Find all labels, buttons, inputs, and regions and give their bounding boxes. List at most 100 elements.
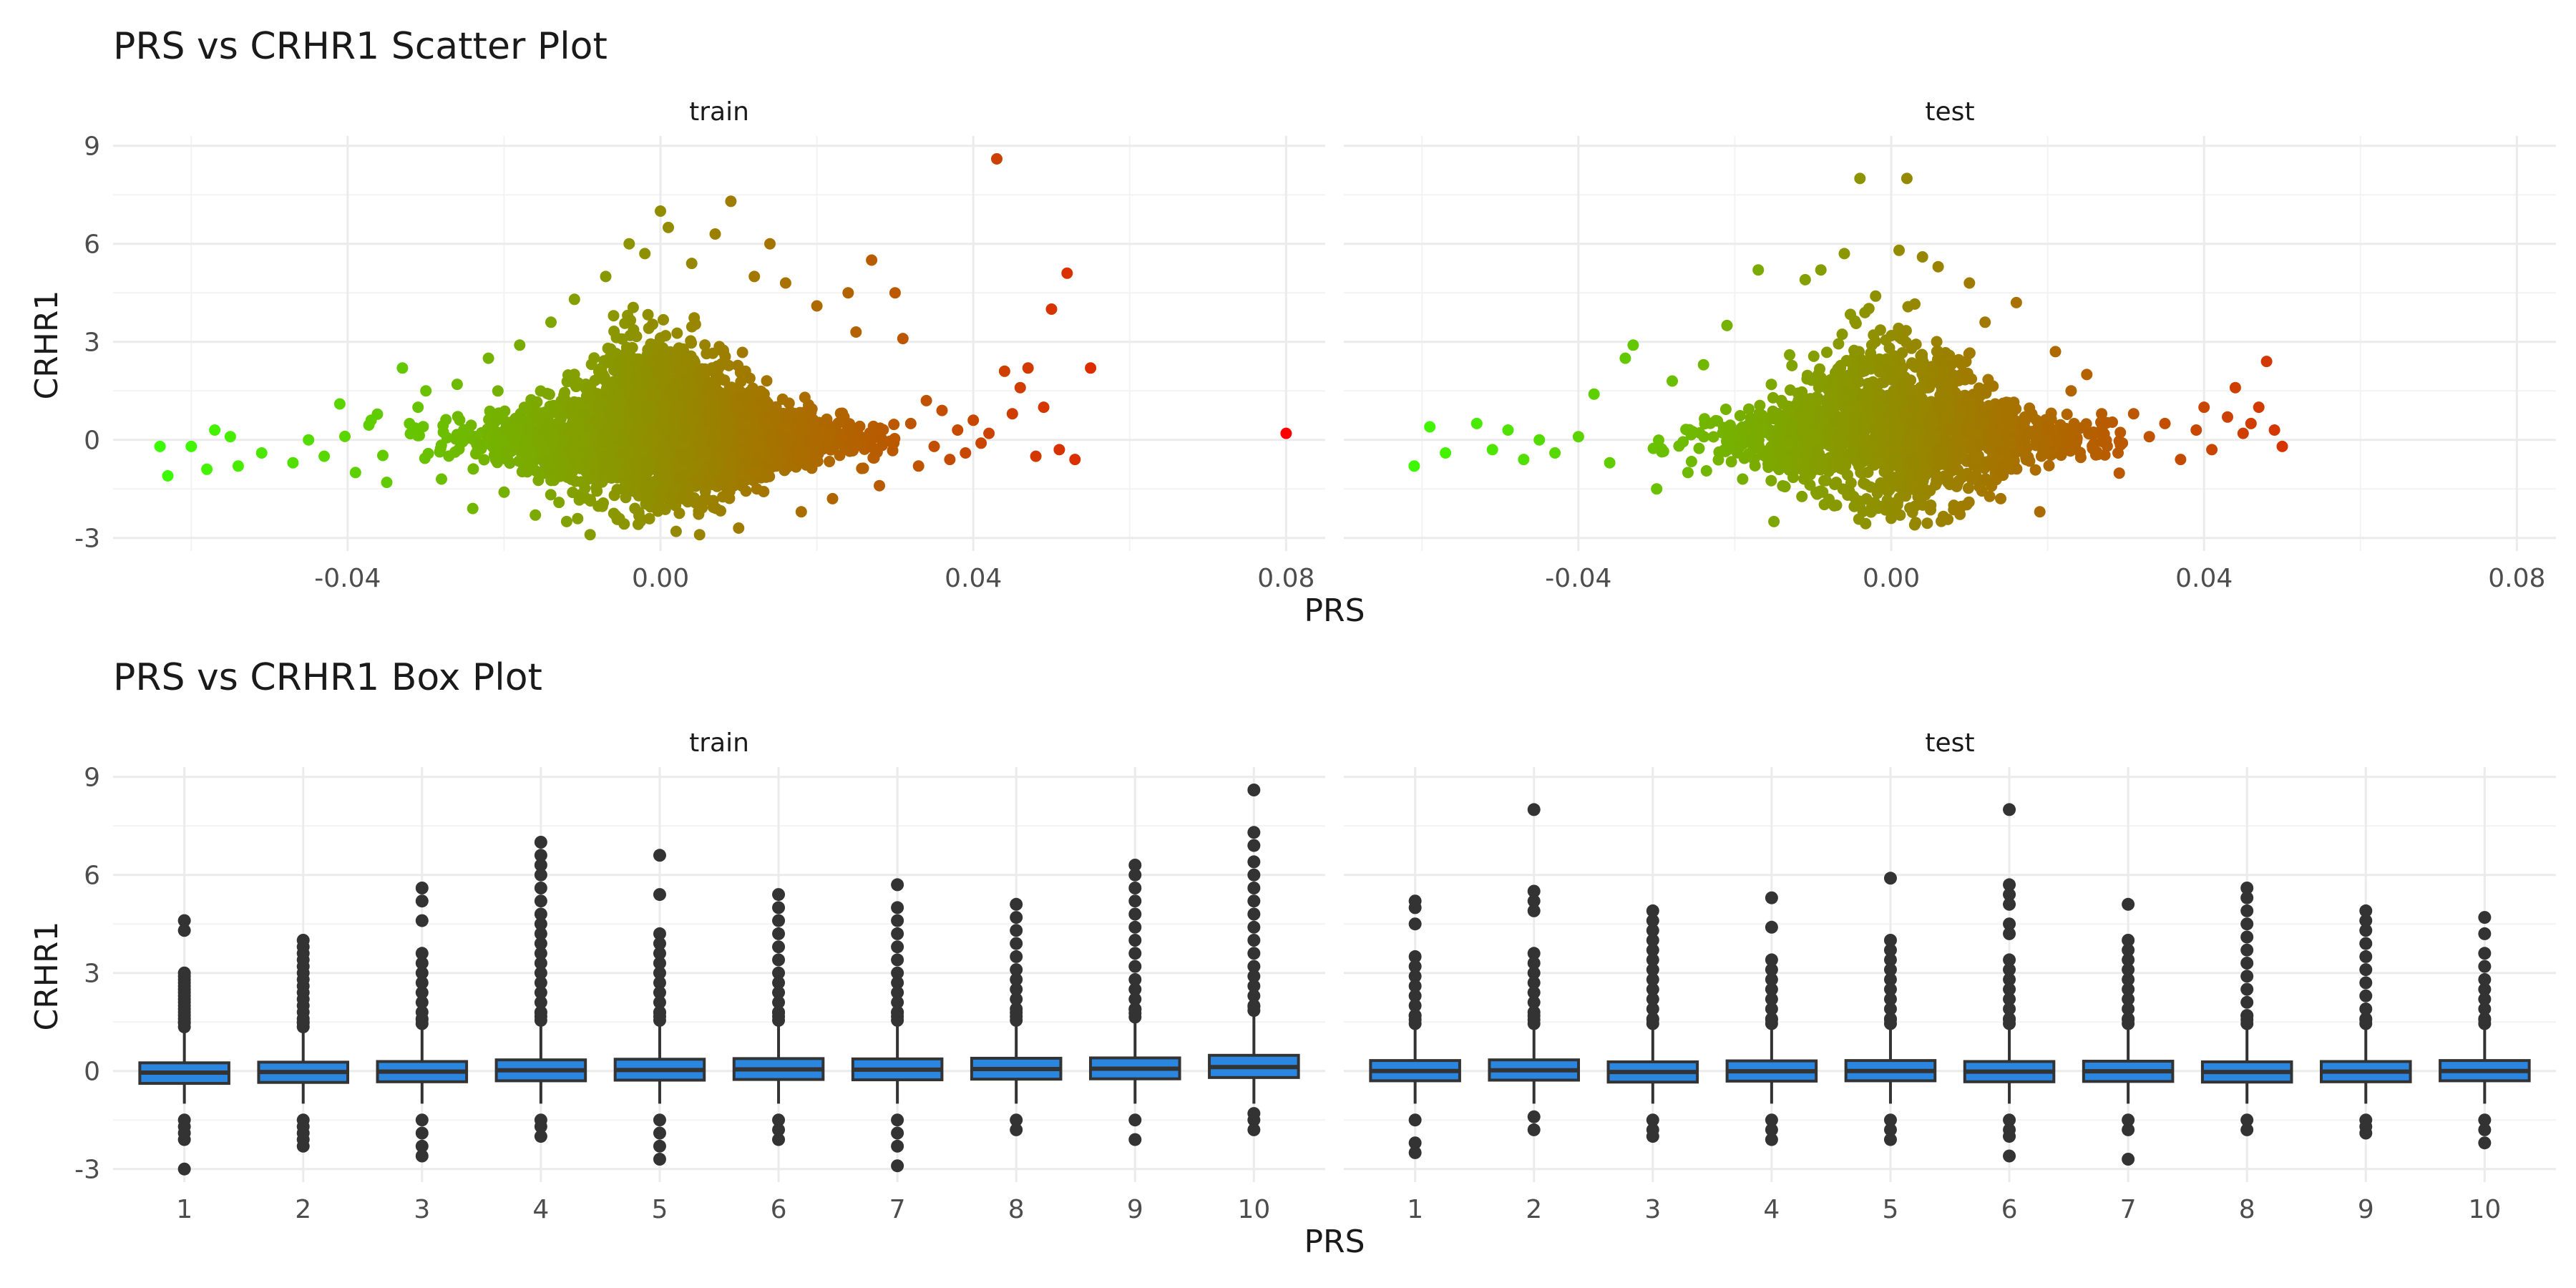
outlier-point [1128, 1113, 1142, 1127]
scatter-point [1749, 459, 1761, 472]
box-5 [1844, 872, 1937, 1146]
outlier-point [891, 953, 904, 967]
outlier-point [1646, 924, 1659, 937]
outlier-point [1128, 947, 1142, 960]
scatter-point [1922, 418, 1933, 430]
outlier-point [534, 976, 547, 990]
scatter-point [1440, 447, 1452, 459]
scatter-point [623, 238, 635, 250]
outlier-point [891, 878, 904, 892]
outlier-point [534, 868, 547, 882]
scatter-point [657, 357, 669, 369]
scatter-point [624, 351, 636, 364]
scatter-point [1653, 434, 1664, 447]
scatter-point [936, 404, 948, 416]
scatter-point [758, 416, 770, 429]
scatter-point [440, 414, 452, 426]
scatter-point [1698, 431, 1710, 443]
scatter-point [474, 438, 486, 450]
scatter-point [1997, 397, 2009, 409]
x-tick-label: 3 [1644, 1195, 1661, 1224]
outlier-point [1646, 1130, 1659, 1143]
x-tick-label: 0.00 [1863, 564, 1920, 593]
scatter-point [1811, 452, 1823, 464]
scatter-point [1896, 347, 1908, 359]
scatter-point [1921, 517, 1933, 530]
scatter-point [748, 270, 761, 283]
scatter-point [1850, 318, 1862, 329]
scatter-point [2021, 441, 2033, 454]
scatter-point [834, 449, 846, 462]
scatter-point [381, 477, 393, 489]
scatter-point [1745, 412, 1757, 424]
scatter-point [736, 391, 748, 404]
outlier-point [1527, 986, 1541, 1000]
outlier-point [1646, 1012, 1659, 1025]
outlier-point [415, 1113, 429, 1127]
scatter-point [1956, 358, 1968, 371]
outlier-point [1883, 963, 1897, 977]
scatter-point [708, 402, 720, 414]
scatter-point [1908, 428, 1920, 440]
outlier-point [534, 937, 547, 950]
scatter-point [608, 442, 620, 454]
scatter-point [585, 494, 596, 506]
scatter-point [1836, 328, 1848, 341]
box-strip-train: train [689, 728, 749, 758]
scatter-panel-test: -0.04 0.00 0.04 0.08 [1344, 136, 2556, 593]
outlier-point [2478, 947, 2492, 960]
scatter-point [635, 515, 647, 527]
outlier-point [2478, 1002, 2492, 1015]
scatter-point [871, 446, 883, 458]
outlier-point [1646, 953, 1659, 967]
outlier-point [891, 986, 904, 1000]
scatter-point [1870, 429, 1881, 441]
scatter-point [583, 380, 595, 392]
outlier-point [296, 1139, 310, 1153]
scatter-point [1961, 499, 1973, 511]
scatter-point [1869, 398, 1881, 410]
scatter-point [2054, 419, 2067, 431]
x-tick-label: 0.00 [632, 564, 689, 593]
outlier-point [534, 917, 547, 931]
scatter-point [1737, 473, 1749, 485]
scatter-point [779, 277, 791, 289]
scatter-point [377, 449, 389, 462]
x-tick-label: 8 [2239, 1195, 2255, 1224]
outlier-point [891, 1126, 904, 1140]
box-9 [1088, 859, 1181, 1146]
scatter-point [2080, 418, 2092, 430]
scatter-point [2206, 444, 2218, 456]
outlier-point [653, 1139, 666, 1153]
scatter-point [1949, 444, 1961, 457]
outlier-point [2122, 897, 2135, 911]
scatter-point [650, 338, 662, 351]
scatter-point [616, 333, 628, 345]
y-tick-label: 0 [84, 1058, 100, 1087]
scatter-point [1787, 472, 1799, 484]
outlier-point [2122, 1113, 2135, 1127]
outlier-point [653, 849, 666, 862]
scatter-point [2004, 418, 2015, 430]
outlier-point [534, 859, 547, 872]
outlier-point [2478, 1136, 2492, 1150]
outlier-point [1247, 989, 1261, 1002]
scatter-point [1970, 428, 1982, 440]
outlier-point [534, 1120, 547, 1133]
scatter-point [690, 459, 701, 472]
outlier-point [1883, 1123, 1897, 1136]
outlier-point [2478, 1123, 2492, 1136]
outlier-point [2359, 950, 2373, 963]
scatter-point [1682, 467, 1694, 479]
scatter-point [1875, 389, 1887, 401]
scatter-point [584, 392, 596, 404]
scatter-point [1030, 450, 1042, 462]
scatter-point [751, 467, 763, 479]
scatter-point [2081, 369, 2093, 381]
outlier-point [415, 882, 429, 894]
scatter-point [643, 377, 655, 389]
scatter-point [592, 421, 604, 433]
scatter-point [1893, 366, 1906, 378]
outlier-point [2478, 927, 2492, 940]
outlier-point [2122, 1123, 2135, 1136]
